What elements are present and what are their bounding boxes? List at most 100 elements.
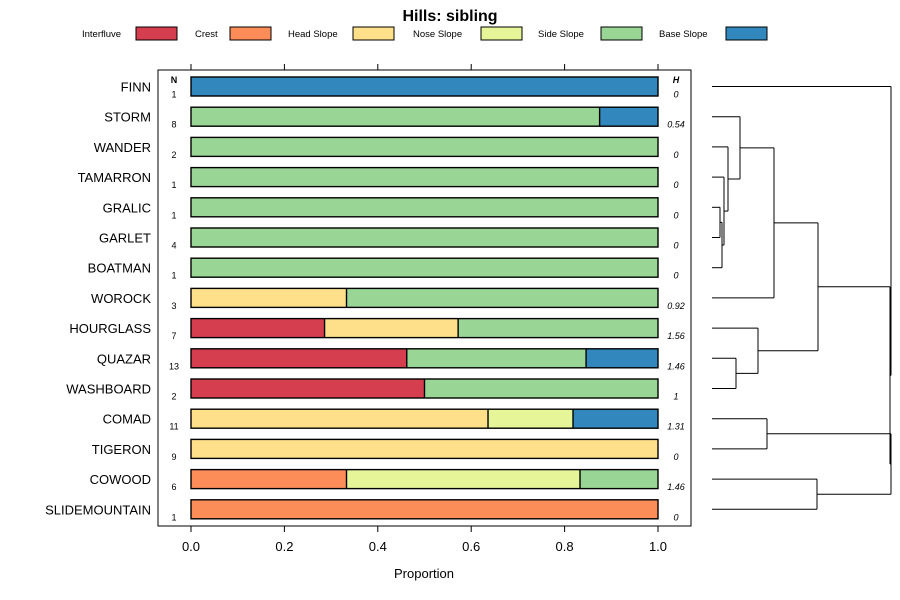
- bar-segment: [191, 318, 325, 338]
- bar-segment: [191, 409, 489, 429]
- row-n-value: 13: [169, 361, 179, 371]
- x-tick-label: 0.8: [556, 539, 574, 554]
- x-tick-label: 0.4: [369, 539, 387, 554]
- bar-segment: [458, 318, 658, 338]
- bar-segment: [191, 77, 658, 96]
- bar-segment: [191, 439, 658, 459]
- legend-label: Crest: [195, 29, 218, 40]
- row-h-value: 0: [673, 150, 678, 160]
- bar-row: COWOOD 6 1.46: [90, 468, 685, 492]
- bar-segment: [324, 318, 459, 338]
- bar-row: GARLET 4 0: [99, 227, 679, 251]
- bar-row: TIGERON 9 0: [92, 438, 679, 462]
- bar-outline: [190, 468, 659, 490]
- bar-row: BOATMAN 1 0: [88, 257, 679, 281]
- x-tick-label: 1.0: [649, 539, 667, 554]
- legend-label: Interfluve: [82, 29, 121, 40]
- bar-row: FINN 1 0: [121, 76, 679, 100]
- legend-label: Head Slope: [288, 29, 338, 40]
- row-h-value: 0: [673, 241, 678, 251]
- n-header: N: [171, 75, 178, 85]
- bar-row: COMAD 11 1.31: [103, 408, 685, 432]
- row-h-value: 1.56: [667, 331, 685, 341]
- row-n-value: 8: [171, 120, 176, 130]
- bar-outline: [190, 348, 659, 369]
- row-n-value: 1: [171, 512, 176, 522]
- bar-outline: [190, 257, 659, 278]
- dendrogram: [712, 86, 892, 510]
- row-label: QUAZAR: [97, 351, 151, 366]
- legend-swatch: [600, 26, 643, 41]
- bar-outline: [190, 227, 659, 248]
- row-label: BOATMAN: [88, 261, 151, 276]
- legend-label: Side Slope: [538, 29, 584, 40]
- bar-row: WANDER 2 0: [94, 136, 679, 160]
- row-label: GARLET: [99, 231, 151, 246]
- row-n-value: 1: [171, 210, 176, 220]
- legend-swatch: [725, 26, 768, 41]
- bar-row: TAMARRON 1 0: [78, 166, 679, 190]
- row-h-value: 1.31: [667, 422, 685, 432]
- row-label: TIGERON: [92, 442, 151, 457]
- bar-row: HOURGLASS 7 1.56: [69, 317, 685, 341]
- bar-outline: [190, 166, 659, 188]
- bar-segment: [191, 288, 347, 308]
- row-label: FINN: [121, 80, 151, 95]
- bar-outline: [190, 499, 659, 520]
- row-n-value: 11: [169, 422, 178, 432]
- bar-outline: [190, 106, 659, 127]
- legend-label: Base Slope: [659, 29, 708, 40]
- row-n-value: 2: [171, 392, 176, 402]
- row-label: TAMARRON: [78, 170, 151, 185]
- row-label: COMAD: [103, 412, 151, 427]
- row-label: GRALIC: [103, 200, 151, 215]
- bar-segment: [191, 258, 658, 278]
- row-h-value: 0: [673, 90, 678, 100]
- bar-row: SLIDEMOUNTAIN 1 0: [45, 499, 679, 522]
- row-n-value: 1: [171, 90, 176, 100]
- row-n-value: 9: [171, 452, 176, 462]
- bar-outline: [190, 378, 659, 399]
- row-label: WASHBOARD: [66, 382, 151, 397]
- bar-segment: [599, 107, 658, 127]
- row-label: COWOOD: [90, 472, 151, 487]
- bar-segment: [580, 469, 658, 489]
- bar-outline: [190, 287, 659, 309]
- row-n-value: 1: [171, 271, 176, 281]
- bar-row: WOROCK 3 0.92: [91, 287, 685, 311]
- row-n-value: 4: [171, 241, 176, 251]
- x-axis-label: Proportion: [394, 566, 454, 581]
- bar-outline: [190, 136, 659, 158]
- x-tick-label: 0.0: [182, 539, 200, 554]
- row-h-value: 0.92: [667, 301, 685, 311]
- x-tick-label: 0.6: [462, 539, 480, 554]
- plot-frame: [157, 69, 692, 527]
- bar-segment: [346, 288, 658, 308]
- bar-outline: [190, 408, 659, 429]
- chart-title: Hills: sibling: [402, 8, 497, 25]
- row-n-value: 6: [171, 482, 176, 492]
- legend-swatch: [352, 26, 395, 41]
- bar-outline: [190, 317, 659, 339]
- bar-segment: [424, 379, 658, 398]
- row-n-value: 7: [171, 331, 176, 341]
- bar-segment: [406, 348, 587, 368]
- row-n-value: 2: [171, 150, 176, 160]
- row-n-value: 1: [171, 180, 176, 190]
- bar-segment: [191, 197, 658, 217]
- bar-outline: [190, 438, 659, 460]
- bar-segment: [191, 379, 425, 398]
- row-h-value: 1: [673, 392, 678, 402]
- bar-segment: [573, 409, 658, 429]
- bar-segment: [191, 469, 347, 489]
- row-n-value: 3: [171, 301, 176, 311]
- legend-swatch: [229, 26, 272, 41]
- x-tick-label: 0.2: [275, 539, 293, 554]
- row-h-value: 1.46: [667, 482, 685, 492]
- bar-row: WASHBOARD 2 1: [66, 378, 679, 402]
- bar-segment: [191, 499, 658, 519]
- bar-segment: [191, 137, 658, 157]
- h-header: H: [673, 75, 680, 85]
- row-label: WOROCK: [91, 291, 151, 306]
